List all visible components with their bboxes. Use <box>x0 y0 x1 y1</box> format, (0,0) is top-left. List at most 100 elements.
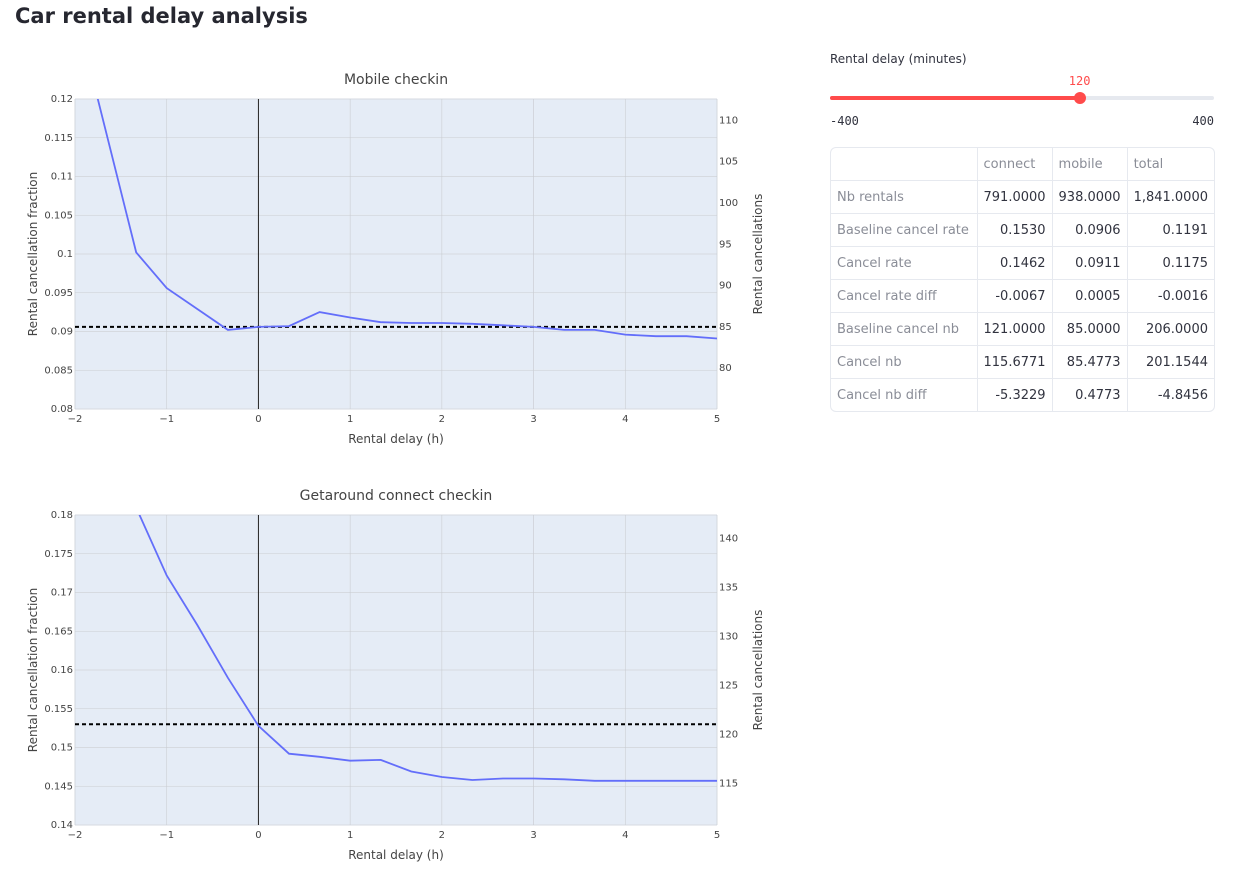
x-tick-label: 4 <box>622 830 628 841</box>
y2-tick-label: 95 <box>719 239 732 250</box>
y2-tick-label: 90 <box>719 281 732 292</box>
slider-fill <box>830 96 1080 100</box>
mobile-checkin-chart: −2 −1 0 1 2 3 4 5 0.08 0.085 0.09 0.095 0.1 0.105 0.11… <box>0 62 790 457</box>
table-cell: 0.0911 <box>1052 246 1128 280</box>
y-tick-label: 0.105 <box>44 210 73 221</box>
table-header-cell <box>831 148 978 181</box>
results-table: connect mobile total Nb rentals 791.0000… <box>830 147 1215 412</box>
y-tick-label: 0.16 <box>51 665 73 676</box>
y2-tick-label: 140 <box>719 533 738 544</box>
table-cell: -4.8456 <box>1157 387 1208 403</box>
x-tick-label: 2 <box>439 414 445 425</box>
table-cell: 0.0906 <box>1052 213 1128 247</box>
table-cell: 121.0000 <box>977 312 1053 346</box>
slider-thumb[interactable] <box>1073 92 1086 104</box>
x-tick-label: 4 <box>622 414 628 425</box>
row-label: Cancel nb diff <box>831 378 978 411</box>
y-tick-label: 0.14 <box>51 820 73 831</box>
y-tick-label: 0.175 <box>44 549 73 560</box>
table-cell: -5.3229 <box>977 378 1053 411</box>
y2-tick-label: 85 <box>719 322 732 333</box>
table-cell: 0.4773 <box>1052 378 1128 411</box>
x-tick-label: 2 <box>439 830 445 841</box>
x-tick-label: −2 <box>68 414 83 425</box>
table-cell: 0.1530 <box>977 213 1053 247</box>
y2-tick-label: 135 <box>719 582 738 593</box>
table-cell: 85.4773 <box>1052 345 1128 379</box>
y2-tick-label: 115 <box>719 778 738 789</box>
slider-current-value: 120 <box>1068 74 1091 88</box>
table-row: Cancel rate diff -0.0067 0.0005 -0.0016 <box>831 279 1214 313</box>
y-tick-label: 0.09 <box>51 327 73 338</box>
y-axis-label: Rental cancellation fraction <box>26 588 40 752</box>
table-cell: 0.1462 <box>977 246 1053 280</box>
y2-tick-label: 80 <box>719 363 732 374</box>
table-cell: 791.0000 <box>977 180 1053 214</box>
rental-delay-slider[interactable]: Rental delay (minutes) 120 -400 400 <box>830 52 1214 132</box>
chart-svg: −2 −1 0 1 2 3 4 5 0.08 0.085 0.09 0.095 0.1 0.105 0.11… <box>26 72 765 446</box>
x-tick-label: −2 <box>68 830 83 841</box>
y2-tick-label: 130 <box>719 631 738 642</box>
x-tick-label: 5 <box>714 830 720 841</box>
row-label: Nb rentals <box>831 180 978 214</box>
table-row: Nb rentals 791.0000 938.0000 1,841.0000 <box>831 180 1214 214</box>
page-title: Car rental delay analysis <box>15 4 308 28</box>
y2-tick-label: 100 <box>719 198 738 209</box>
table-row: Cancel nb 115.6771 85.4773 201.1544 <box>831 345 1214 379</box>
y-tick-label: 0.11 <box>51 172 73 183</box>
chart-title: Getaround connect checkin <box>300 488 493 504</box>
x-tick-label: −1 <box>159 830 174 841</box>
y-axis-label: Rental cancellation fraction <box>26 172 40 336</box>
table-cell: 201.1544 <box>1127 345 1214 379</box>
x-tick-label: 5 <box>714 414 720 425</box>
y2-tick-label: 110 <box>719 115 738 126</box>
x-tick-label: 3 <box>530 830 536 841</box>
x-tick-label: 0 <box>255 830 261 841</box>
x-tick-label: 3 <box>530 414 536 425</box>
y-tick-label: 0.165 <box>44 626 73 637</box>
table-cell: 938.0000 <box>1052 180 1128 214</box>
y-tick-label: 0.08 <box>51 404 73 415</box>
y-tick-label: 0.18 <box>51 510 73 521</box>
x-tick-label: 1 <box>347 830 353 841</box>
row-label: Cancel rate diff <box>831 279 978 313</box>
y-tick-label: 0.095 <box>44 288 73 299</box>
table-header-cell: mobile <box>1052 148 1128 181</box>
x-tick-label: −1 <box>159 414 174 425</box>
series-line <box>138 515 717 782</box>
x-tick-label: 1 <box>347 414 353 425</box>
table-row: Cancel nb diff -5.3229 0.4773 -4.8456 <box>831 378 1214 411</box>
chart-title: Mobile checkin <box>344 72 448 88</box>
series-line <box>96 99 717 340</box>
y2-axis-label: Rental cancellations <box>751 194 765 315</box>
table-cell: 0.0005 <box>1052 279 1128 313</box>
connect-checkin-chart: −2 −1 0 1 2 3 4 5 0.14 0.145 0.15 0.155 0.16 0.165 0.1… <box>0 478 790 873</box>
slider-max-label: 400 <box>1192 114 1214 128</box>
y2-tick-label: 120 <box>719 729 738 740</box>
y2-tick-label: 105 <box>719 157 738 168</box>
chart-svg: −2 −1 0 1 2 3 4 5 0.14 0.145 0.15 0.155 0.16 0.165 0.1… <box>26 488 765 862</box>
slider-min-label: -400 <box>830 114 859 128</box>
x-axis-label: Rental delay (h) <box>348 432 444 446</box>
y-tick-label: 0.115 <box>44 133 73 144</box>
slider-label: Rental delay (minutes) <box>830 52 967 66</box>
table-header-cell: connect <box>977 148 1053 181</box>
table-row: Baseline cancel nb 121.0000 85.0000 206.… <box>831 312 1214 346</box>
y2-tick-label: 125 <box>719 680 738 691</box>
x-axis-label: Rental delay (h) <box>348 848 444 862</box>
row-label: Cancel nb <box>831 345 978 379</box>
y-tick-label: 0.1 <box>57 249 73 260</box>
table-header-row: connect mobile total <box>831 148 1214 181</box>
table-cell: 115.6771 <box>977 345 1053 379</box>
y-tick-label: 0.17 <box>51 588 73 599</box>
row-label: Cancel rate <box>831 246 978 280</box>
y-tick-label: 0.15 <box>51 743 73 754</box>
table-cell: -0.0016 <box>1127 279 1214 313</box>
table-cell: 85.0000 <box>1052 312 1128 346</box>
table-cell: -0.0067 <box>977 279 1053 313</box>
slider-track[interactable] <box>830 92 1214 104</box>
table-cell: 0.1191 <box>1127 213 1214 247</box>
table-cell: 206.0000 <box>1127 312 1214 346</box>
table-cell: 1,841.0000 <box>1127 180 1214 214</box>
row-label: Baseline cancel nb <box>831 312 978 346</box>
